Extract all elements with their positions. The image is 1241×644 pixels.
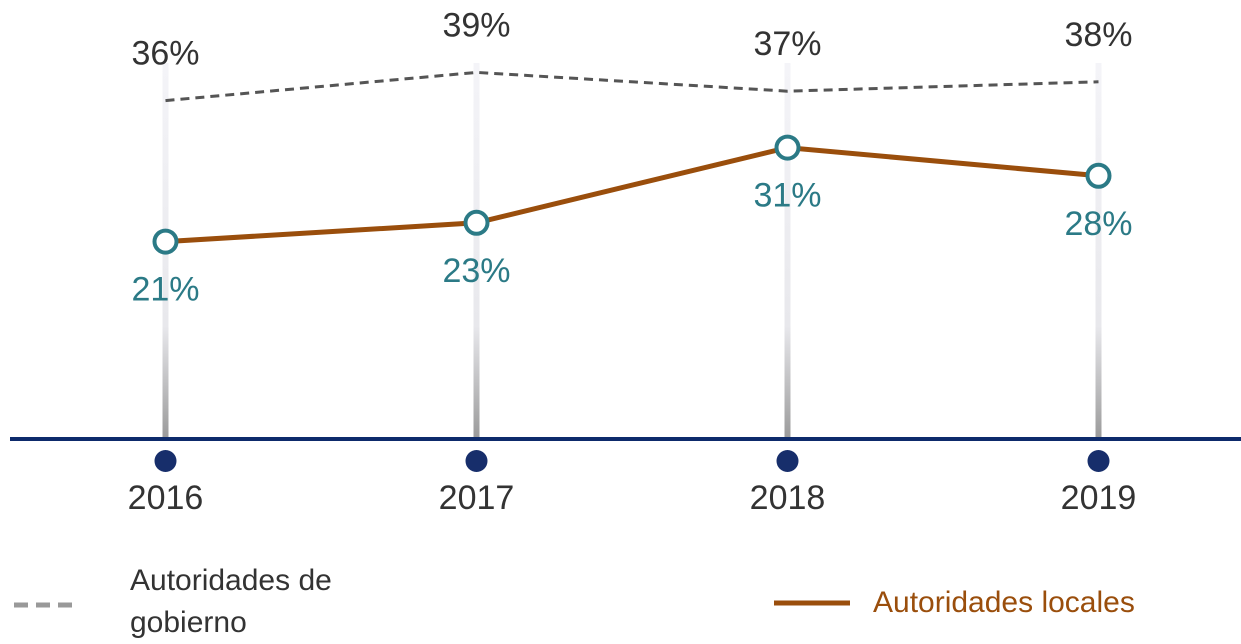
data-label: 39% xyxy=(442,6,510,44)
data-label: 38% xyxy=(1064,16,1132,54)
data-label: 28% xyxy=(1064,205,1132,243)
x-tick-label: 2017 xyxy=(439,479,515,517)
axis-dot xyxy=(154,450,177,472)
series-line xyxy=(165,70,1099,103)
data-label: 36% xyxy=(131,35,199,73)
legend-label: Autoridades de gobierno xyxy=(130,564,332,639)
point-marker xyxy=(152,228,179,255)
data-label: 31% xyxy=(753,177,821,215)
x-tick-label: 2019 xyxy=(1061,479,1137,517)
x-tick-label: 2016 xyxy=(128,479,204,517)
axis-dot xyxy=(465,450,488,472)
point-marker xyxy=(774,134,801,161)
legend-label: Autoridades locales xyxy=(873,586,1135,619)
data-label: 37% xyxy=(753,25,821,63)
point-marker xyxy=(1085,162,1112,189)
x-tick-label: 2018 xyxy=(750,479,826,517)
axis-dot xyxy=(776,450,799,472)
pole xyxy=(1095,63,1102,439)
legend-swatch xyxy=(772,588,852,618)
legend-swatch xyxy=(12,590,82,620)
pole xyxy=(473,63,480,439)
data-label: 21% xyxy=(131,271,199,309)
axis-dot xyxy=(1087,450,1110,472)
pole xyxy=(784,63,791,439)
data-label: 23% xyxy=(442,252,510,290)
point-marker xyxy=(463,209,490,236)
series-line xyxy=(165,145,1099,245)
